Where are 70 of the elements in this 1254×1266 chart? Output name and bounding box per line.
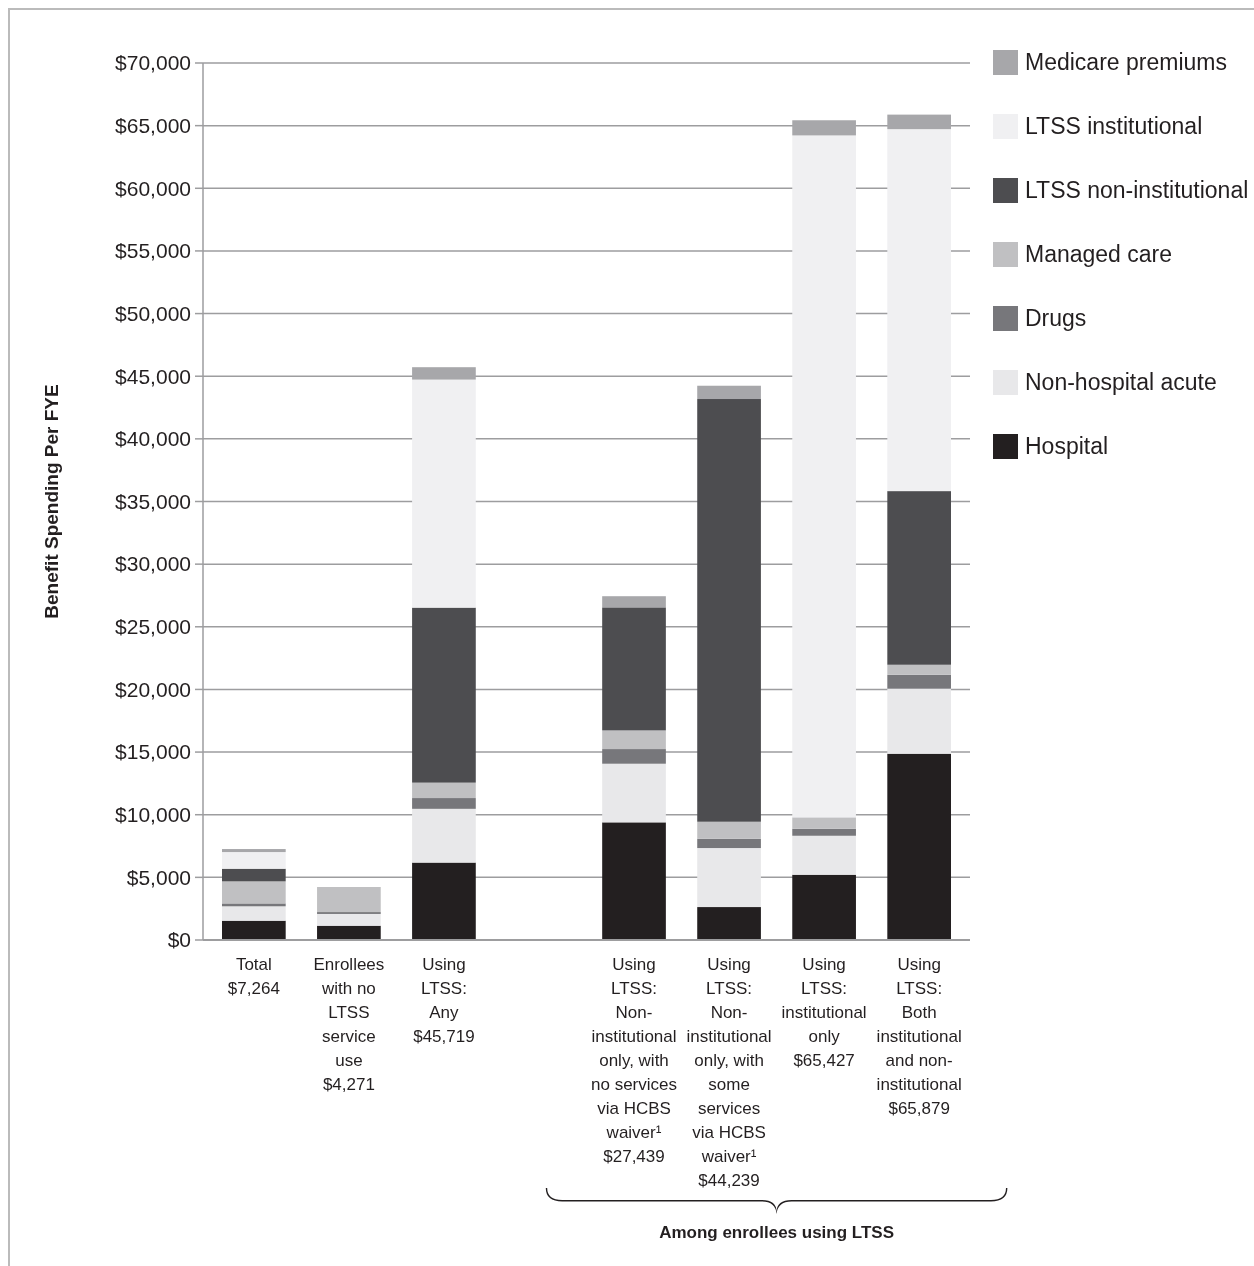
bar — [697, 907, 761, 940]
bar — [317, 887, 381, 913]
bar — [887, 674, 951, 689]
y-tick-label: $35,000 — [115, 489, 191, 513]
y-tick-label: $30,000 — [115, 552, 191, 576]
category-label: Using LTSS: Non- institutional only, with some services via HCBS waiver¹ $44,239 — [686, 955, 772, 1190]
bar — [222, 881, 286, 904]
y-tick-label: $25,000 — [115, 615, 191, 639]
y-tick-label: $45,000 — [115, 364, 191, 388]
bar — [222, 868, 286, 882]
y-tick-label: $40,000 — [115, 427, 191, 451]
bar — [222, 849, 286, 853]
x-tick-label: Using LTSS: institutional only $65,427 — [781, 955, 867, 1070]
y-tick-label: $15,000 — [115, 740, 191, 764]
legend-label: Non-hospital acute — [1025, 369, 1217, 395]
bar — [792, 835, 856, 875]
bar — [412, 379, 476, 608]
legend-label: Hospital — [1025, 433, 1109, 459]
bar — [602, 749, 666, 764]
bar — [412, 782, 476, 799]
bar — [602, 763, 666, 823]
category-label: Using LTSS: Non- institutional only, with no services via HCBS waiver¹ $27,439 — [591, 955, 678, 1166]
bar — [412, 862, 476, 940]
x-tick-label: Using LTSS: Both institutional and non- institutional $65,879 — [876, 955, 962, 1118]
bar — [697, 838, 761, 849]
bar — [792, 874, 856, 940]
y-tick-label: $10,000 — [115, 803, 191, 827]
y-tick-label: $60,000 — [115, 176, 191, 200]
bar — [792, 828, 856, 836]
y-tick-label: $55,000 — [115, 239, 191, 263]
bar — [317, 913, 381, 926]
bar — [222, 906, 286, 921]
legend-label: LTSS non-institutional — [1025, 177, 1249, 203]
y-tick-label: $50,000 — [115, 301, 191, 325]
bar — [222, 903, 286, 907]
bar — [697, 399, 761, 822]
bar — [697, 821, 761, 839]
bar — [697, 385, 761, 400]
y-tick-label: $5,000 — [126, 865, 191, 889]
bar — [792, 135, 856, 818]
bar — [887, 491, 951, 665]
text: Among enrollees using LTSS — [659, 1223, 895, 1242]
bar — [697, 848, 761, 908]
bar — [602, 822, 666, 940]
y-tick-label: $65,000 — [115, 113, 191, 137]
bar — [602, 596, 666, 608]
bar — [412, 808, 476, 863]
legend-label: Medicare premiums — [1025, 49, 1227, 75]
bar — [887, 129, 951, 492]
x-tick-label: Enrollees with no LTSS service use $4,271 — [313, 955, 385, 1094]
bar — [887, 753, 951, 940]
x-tick-label: Total $7,264 — [227, 955, 280, 998]
bar — [792, 817, 856, 829]
bar — [412, 607, 476, 783]
bar — [602, 607, 666, 731]
legend-label: LTSS institutional — [1025, 113, 1203, 139]
y-tick-label: $70,000 — [115, 51, 191, 75]
bar — [222, 852, 286, 869]
bar — [887, 664, 951, 675]
bar — [412, 798, 476, 809]
legend-label: Drugs — [1025, 305, 1087, 331]
y-tick-label: $20,000 — [115, 677, 191, 701]
legend-label: Managed care — [1025, 241, 1173, 267]
x-tick-label: Using LTSS: Any $45,719 — [413, 955, 475, 1046]
bar — [317, 925, 381, 940]
bar — [602, 730, 666, 750]
bar — [222, 920, 286, 940]
bar — [887, 688, 951, 754]
y-tick-label: $0 — [167, 928, 191, 952]
y-axis-title: Benefit Spending Per FYE — [41, 384, 62, 619]
